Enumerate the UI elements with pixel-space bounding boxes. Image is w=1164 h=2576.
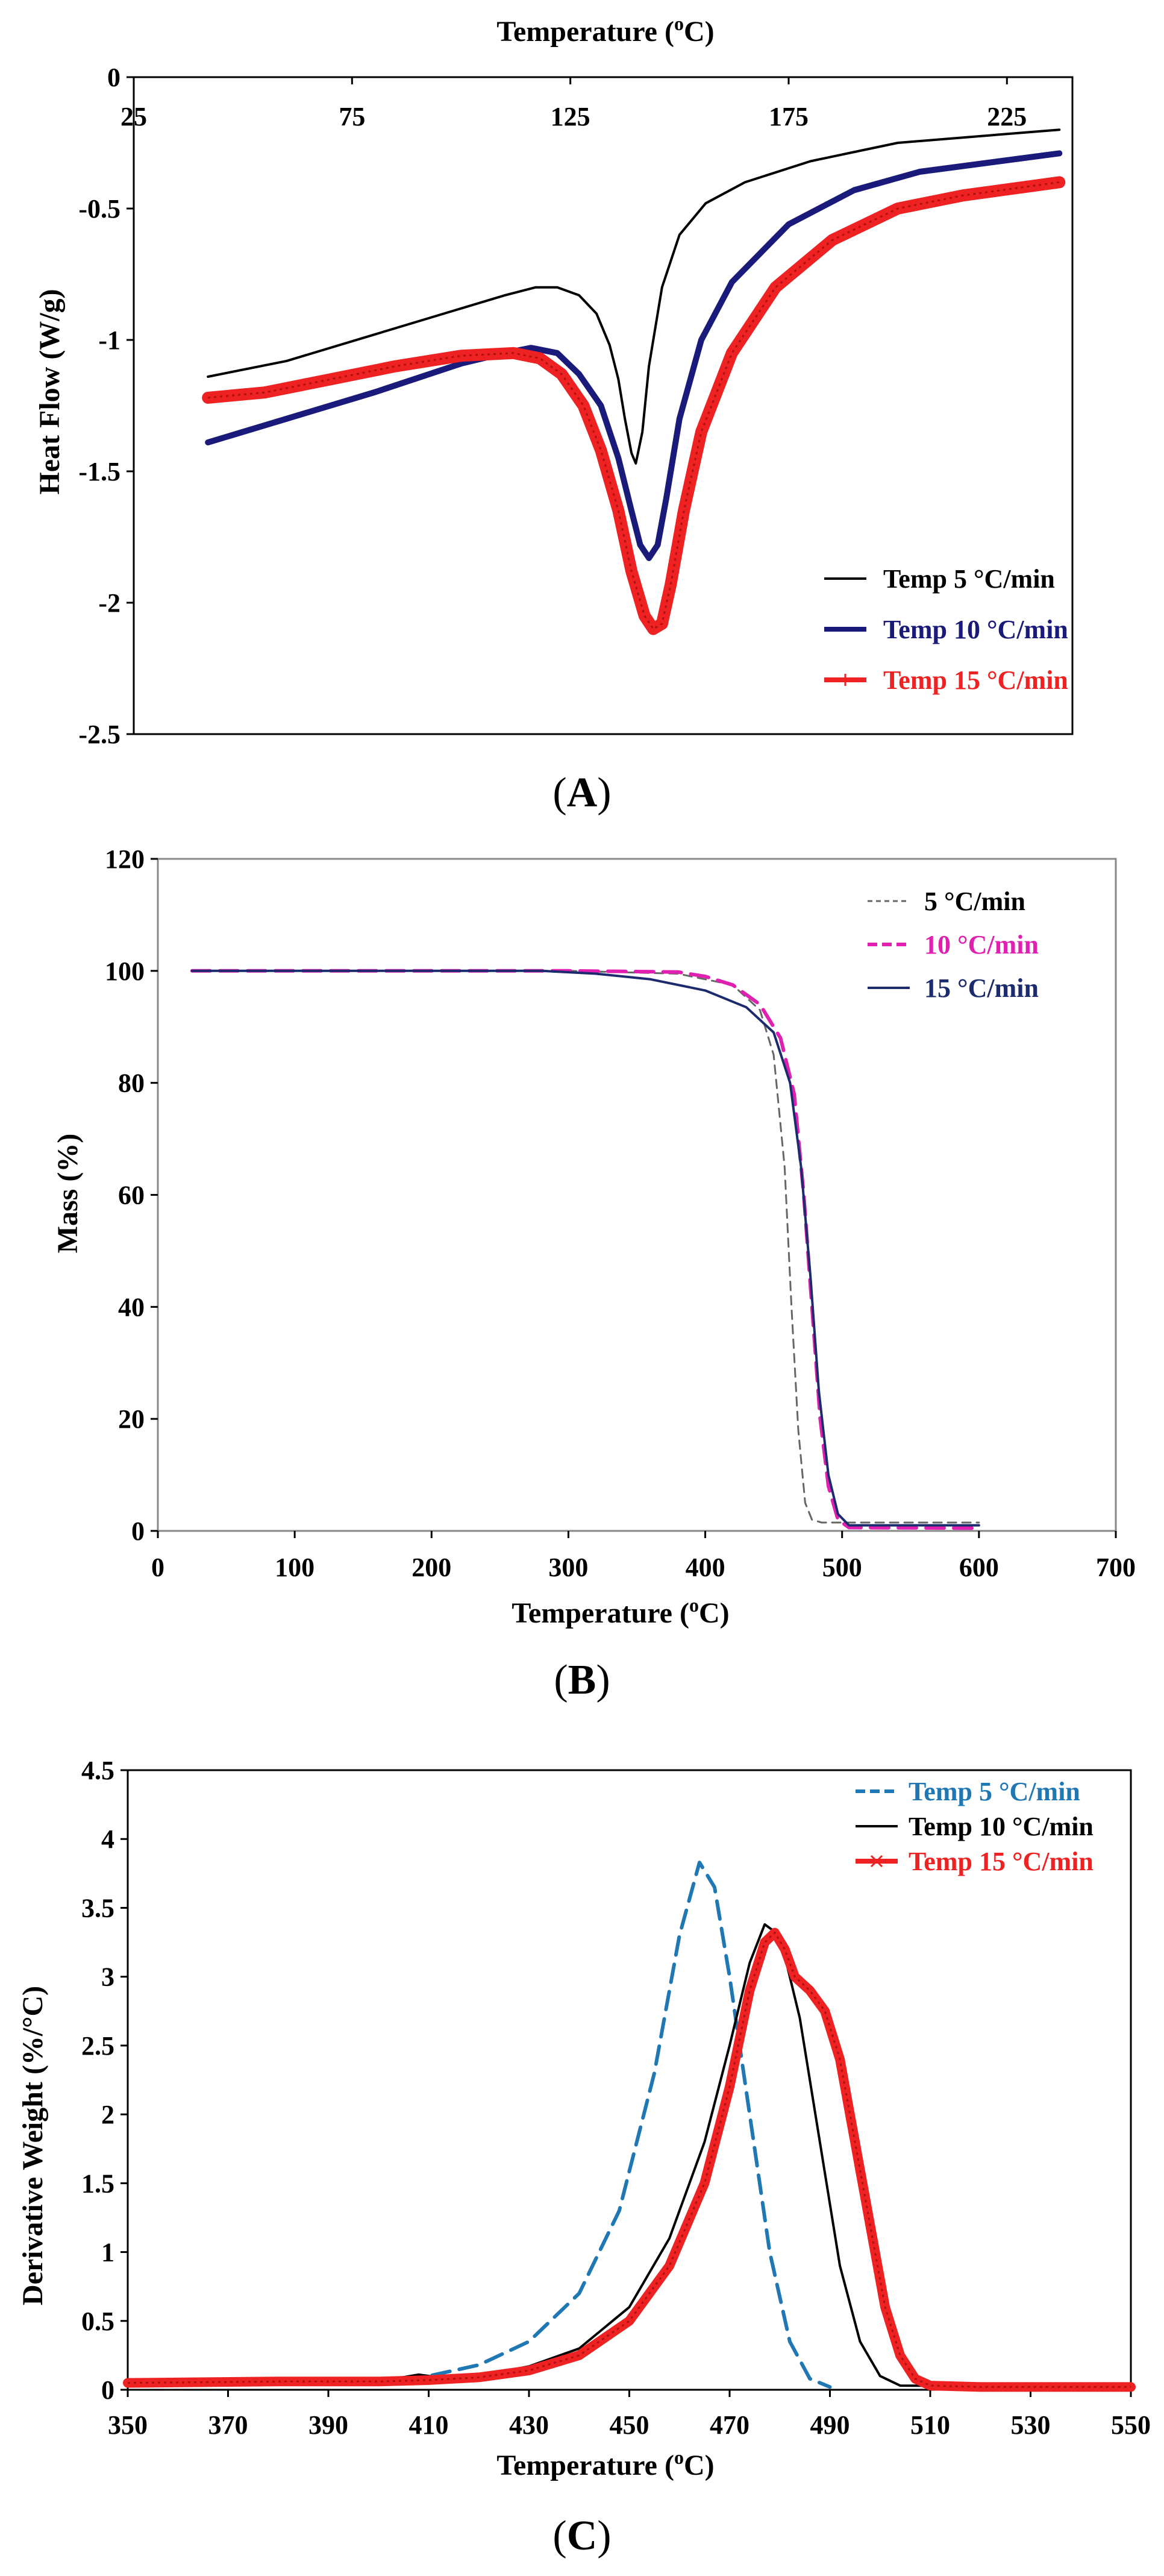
y-tick-label: -0.5 — [78, 194, 120, 224]
x-tick-label: 410 — [409, 2410, 449, 2440]
series-marker-line — [127, 1931, 1131, 2388]
x-tick-label: 300 — [548, 1553, 588, 1582]
x-tick-label: 430 — [509, 2410, 549, 2440]
y-tick-label: 0.5 — [81, 2307, 114, 2336]
x-tick-label: 0 — [151, 1553, 164, 1582]
legend-label: Temp 10 °C/min — [883, 615, 1068, 644]
y-tick-label: -1 — [98, 325, 120, 355]
x-tick-label: 530 — [1011, 2410, 1051, 2440]
legend-label: Temp 5 °C/min — [883, 564, 1055, 594]
x-tick-label: 400 — [686, 1553, 725, 1582]
series-line — [191, 970, 980, 1524]
series-line — [205, 150, 1063, 561]
legend: Temp 5 °C/min Temp 10 °C/min Temp 15 °C/mi… — [856, 1777, 1094, 1876]
series-line — [123, 1927, 1136, 2392]
chart-panel-b: Temperature (oC) Mass (%) 0 20 40 60 80 100 12… — [52, 844, 1136, 1703]
legend-label: 10 °C/min — [924, 930, 1039, 960]
x-tick-label: 350 — [108, 2410, 148, 2440]
x-axis-label: Temperature (oC) — [496, 13, 714, 48]
series-line — [190, 969, 980, 1527]
y-tick-label: -2.5 — [78, 720, 120, 749]
legend-label: Temp 5 °C/min — [909, 1777, 1080, 1806]
legend-label: 15 °C/min — [924, 973, 1039, 1003]
series-line — [207, 128, 1061, 465]
chart-panel-a: Temperature (oC) Heat Flow (W/g) 0 -0.5 -1… — [34, 13, 1074, 816]
panel-label: (B) — [554, 1657, 610, 1703]
y-tick-label: 2.5 — [81, 2031, 114, 2061]
legend-marker — [839, 674, 851, 686]
x-axis-label: Temperature (oC) — [512, 1594, 729, 1629]
y-tick-label: 3 — [101, 1962, 114, 1992]
series-line — [190, 969, 981, 1530]
x-tick-label: 700 — [1096, 1553, 1136, 1582]
x-tick-label: 600 — [959, 1553, 999, 1582]
y-tick-label: 0 — [107, 63, 120, 92]
y-tick-label: 60 — [118, 1181, 145, 1210]
y-tick-label: 80 — [118, 1069, 145, 1098]
legend-label: 5 °C/min — [924, 887, 1025, 916]
legend: 5 °C/min 10 °C/min 15 °C/min — [868, 887, 1039, 1003]
x-tick-label: 510 — [910, 2410, 950, 2440]
y-tick-label: 4 — [101, 1824, 114, 1854]
legend-label: Temp 15 °C/min — [909, 1847, 1094, 1876]
panel-label: (A) — [552, 770, 611, 816]
y-tick-label: 1 — [101, 2238, 114, 2267]
x-tick-label: 100 — [275, 1553, 314, 1582]
x-tick-label: 200 — [411, 1553, 451, 1582]
panel-label: (C) — [552, 2513, 611, 2559]
x-tick-label: 125 — [551, 102, 590, 131]
x-tick-label: 25 — [120, 102, 147, 131]
y-tick-label: 100 — [105, 957, 145, 986]
y-tick-label: 3.5 — [81, 1893, 114, 1923]
y-axis-label: Mass (%) — [52, 1134, 84, 1254]
y-tick-label: 20 — [118, 1404, 145, 1434]
y-tick-label: 2 — [101, 2100, 114, 2129]
y-tick-label: 4.5 — [81, 1756, 114, 1785]
y-tick-label: 1.5 — [81, 2169, 114, 2198]
x-tick-label: 370 — [208, 2410, 248, 2440]
legend: Temp 5 °C/min Temp 10 °C/min Temp 15 °C/mi… — [824, 564, 1068, 695]
x-axis-label: Temperature (oC) — [496, 2446, 714, 2481]
y-tick-label: 0 — [131, 1516, 145, 1546]
y-tick-label: 0 — [101, 2375, 114, 2405]
y-tick-label: 40 — [118, 1292, 145, 1322]
legend-marker — [870, 1855, 883, 1868]
plot-area — [133, 76, 1074, 735]
chart-panel-c: Temperature (oC) Derivative Weight (%/°C… — [17, 1756, 1151, 2559]
x-tick-label: 470 — [710, 2410, 749, 2440]
x-tick-label: 490 — [810, 2410, 850, 2440]
x-tick-label: 225 — [987, 102, 1027, 131]
y-tick-label: 120 — [105, 844, 145, 874]
y-tick-label: -1.5 — [78, 457, 120, 486]
legend-label: Temp 10 °C/min — [909, 1812, 1094, 1841]
x-tick-label: 500 — [822, 1553, 862, 1582]
x-tick-label: 390 — [308, 2410, 348, 2440]
y-axis-label: Heat Flow (W/g) — [34, 289, 66, 494]
series-marker-line — [208, 181, 1060, 630]
legend-label: Temp 15 °C/min — [883, 665, 1068, 695]
plot-area — [157, 858, 1117, 1532]
y-axis-label: Derivative Weight (%/°C) — [17, 1986, 49, 2305]
x-tick-label: 450 — [610, 2410, 649, 2440]
x-tick-label: 175 — [769, 102, 809, 131]
x-tick-label: 550 — [1111, 2410, 1151, 2440]
y-tick-label: -2 — [98, 588, 120, 618]
x-tick-label: 75 — [339, 102, 365, 131]
